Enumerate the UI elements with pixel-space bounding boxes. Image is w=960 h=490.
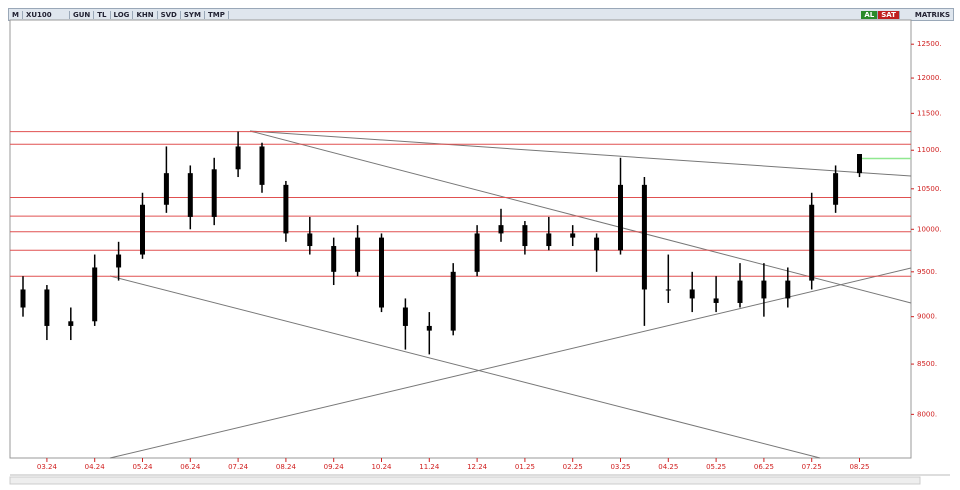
plot-frame — [9, 19, 912, 459]
x-tick-label: 04.24 — [85, 463, 106, 471]
y-tick-label: 8000. — [917, 410, 937, 418]
candle-body — [116, 254, 122, 268]
logo: M — [9, 10, 23, 19]
candle-body — [857, 154, 862, 174]
candle-body — [761, 280, 767, 299]
brand: MATRIKS — [914, 10, 950, 19]
candle-body — [307, 233, 313, 247]
x-tick-label: 08.25 — [849, 463, 869, 471]
candle-body — [68, 321, 74, 326]
candle-body — [737, 280, 743, 303]
x-tick-label: 01.25 — [515, 463, 535, 471]
candle-body — [163, 173, 169, 205]
x-tick-label: 03.24 — [37, 463, 58, 471]
candle-body — [211, 169, 217, 217]
buy-button[interactable]: AL — [861, 10, 879, 19]
candle-body — [641, 184, 647, 290]
y-tick-label: 11500. — [917, 109, 942, 117]
x-tick-label: 10.24 — [371, 463, 392, 471]
y-tick-label: 12000. — [917, 74, 942, 82]
y-tick-label: 11000. — [917, 146, 942, 154]
candle-body — [570, 233, 576, 238]
x-tick-label: 06.24 — [180, 463, 201, 471]
x-tick-label: 06.25 — [754, 463, 774, 471]
candle-body — [689, 289, 695, 299]
y-tick-label: 10500. — [917, 185, 942, 193]
y-tick-label: 9500. — [917, 268, 937, 276]
candle-body — [450, 271, 456, 331]
y-tick-label: 9000. — [917, 313, 937, 321]
trendline — [109, 267, 912, 459]
candle-body — [665, 289, 671, 291]
candle-body — [283, 184, 289, 234]
candle-body — [833, 173, 839, 205]
x-tick-label: 11.24 — [419, 463, 440, 471]
x-tick-label: 09.24 — [324, 463, 345, 471]
x-tick-label: 08.24 — [276, 463, 297, 471]
toolbar-button[interactable]: TMP — [205, 10, 229, 19]
candle-body — [20, 289, 26, 308]
candle-body — [713, 298, 719, 303]
candle-body — [618, 184, 623, 251]
y-tick-label: 8500. — [917, 360, 937, 368]
x-tick-label: 03.25 — [610, 463, 630, 471]
candle-body — [546, 233, 552, 247]
candle-body — [474, 233, 480, 272]
trendlines — [109, 130, 912, 459]
x-tick-label: 07.24 — [228, 463, 249, 471]
x-tick-label: 05.25 — [706, 463, 726, 471]
candle-body — [92, 267, 98, 322]
candle-body — [44, 289, 50, 326]
candle-body — [498, 225, 504, 234]
candle-body — [379, 237, 384, 308]
y-tick-label: 10000. — [917, 225, 942, 233]
toolbar-button[interactable]: TL — [94, 10, 111, 19]
toolbar-button[interactable]: LOG — [111, 10, 134, 19]
x-tick-label: 02.25 — [563, 463, 583, 471]
candle-body — [785, 280, 791, 299]
candle-body — [426, 325, 432, 331]
x-tick-label: 05.24 — [132, 463, 153, 471]
trendline — [249, 130, 912, 177]
candle-body — [355, 237, 361, 272]
candle-body — [140, 204, 145, 255]
x-tick-label: 12.24 — [467, 463, 488, 471]
candle-body — [331, 246, 337, 272]
symbol[interactable]: XU100 — [23, 10, 70, 19]
candle-body — [402, 307, 408, 326]
toolbar-button[interactable]: SVD — [158, 10, 181, 19]
y-tick-label: 12500. — [917, 40, 942, 48]
candle-body — [594, 237, 600, 251]
candle-body — [235, 146, 241, 170]
x-tick-label: 07.25 — [802, 463, 822, 471]
candle-body — [187, 173, 193, 217]
candle-body — [259, 146, 265, 185]
sell-button[interactable]: SAT — [878, 10, 900, 19]
scrollbar[interactable] — [9, 476, 921, 485]
x-tick-label: 04.25 — [658, 463, 678, 471]
candle-body — [522, 225, 528, 247]
toolbar-button[interactable]: GUN — [70, 10, 95, 19]
trendline — [249, 130, 912, 304]
toolbar-button[interactable]: KHN — [133, 10, 158, 19]
toolbar-button[interactable]: SYM — [181, 10, 205, 19]
candle-body — [809, 204, 815, 281]
trendline — [109, 275, 821, 459]
